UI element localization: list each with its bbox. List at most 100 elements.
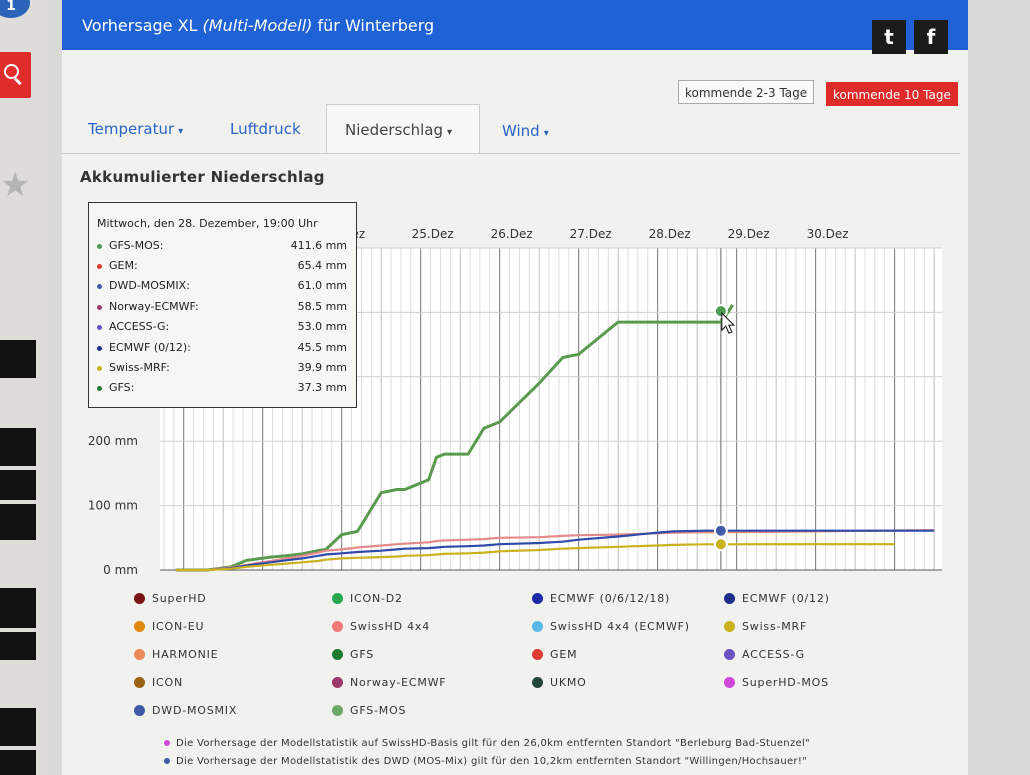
tab-label: Niederschlag <box>345 121 443 139</box>
legend-dot <box>724 677 735 688</box>
series-dot <box>97 324 102 330</box>
rail-block <box>0 470 36 500</box>
series-dot <box>97 365 102 371</box>
x-tick-label: 27.Dez <box>570 227 612 241</box>
legend-dot <box>532 621 543 632</box>
legend-dot <box>332 705 343 716</box>
series-line-dwd-mosmix <box>175 529 935 572</box>
tooltip-row-name: ACCESS-G: <box>109 320 170 333</box>
range-short-button[interactable]: kommende 2-3 Tage <box>678 80 815 104</box>
tooltip-row: Norway-ECMWF: 58.5 mm <box>97 300 347 318</box>
footnote: Die Vorhersage der Modellstatistik des D… <box>164 756 807 767</box>
search-button[interactable] <box>0 52 31 98</box>
tooltip-row-value: 65.4 mm <box>297 259 347 272</box>
footnote-dot <box>164 740 170 746</box>
left-rail: 1 ★ <box>0 0 48 775</box>
rail-block <box>0 428 36 466</box>
star-icon[interactable]: ★ <box>0 165 31 205</box>
y-tick-label: 100 mm <box>88 499 138 513</box>
legend-dot <box>724 649 735 660</box>
legend-label: ECMWF (0/6/12/18) <box>550 592 671 605</box>
legend-dot <box>332 677 343 688</box>
tooltip-row: Swiss-MRF: 39.9 mm <box>97 361 347 379</box>
legend-dot <box>134 649 145 660</box>
legend-label: UKMO <box>550 676 587 689</box>
search-icon <box>4 64 19 79</box>
twitter-share-button[interactable]: t <box>872 20 906 54</box>
series-dot <box>97 304 102 310</box>
tooltip-row: ECMWF (0/12): 45.5 mm <box>97 341 347 359</box>
legend-dot <box>134 621 145 632</box>
legend-label: SuperHD-MOS <box>742 676 829 689</box>
footnote-text: Die Vorhersage der Modellstatistik des D… <box>176 756 808 767</box>
legend-dot <box>332 649 343 660</box>
chart-title: Akkumulierter Niederschlag <box>80 168 325 186</box>
tooltip-row-name: GFS-MOS: <box>109 239 164 252</box>
x-tick-label: 28.Dez <box>649 227 691 241</box>
legend-dot <box>724 621 735 632</box>
hover-point-swiss-mrf <box>713 537 728 552</box>
tooltip-row-value: 45.5 mm <box>297 341 347 354</box>
legend-label: SwissHD 4x4 (ECMWF) <box>550 620 690 633</box>
mouse-cursor-icon <box>721 311 736 334</box>
title-model: (Multi-Modell) <box>202 16 313 35</box>
tabs-divider <box>62 153 960 154</box>
facebook-share-button[interactable]: f <box>914 20 948 54</box>
series-line-swiss-mrf <box>175 543 895 572</box>
series-dot <box>97 243 102 249</box>
tooltip-row-name: ECMWF (0/12): <box>109 341 191 354</box>
footnote: Die Vorhersage der Modellstatistik auf S… <box>164 738 810 749</box>
header-bar: Vorhersage XL (Multi-Modell) für Winterb… <box>62 0 968 50</box>
tooltip-row: GFS: 37.3 mm <box>97 381 347 399</box>
tooltip-row-name: Norway-ECMWF: <box>109 300 199 313</box>
tooltip-row-value: 37.3 mm <box>297 381 347 394</box>
legend-dot <box>724 593 735 604</box>
tooltip-row-value: 39.9 mm <box>297 361 347 374</box>
legend-dot <box>332 621 343 632</box>
legend-dot <box>134 705 145 716</box>
legend-label: SuperHD <box>152 592 207 605</box>
legend-label: ICON-D2 <box>350 592 403 605</box>
x-tick-label: 30.Dez <box>807 227 849 241</box>
title-main: Vorhersage XL <box>82 16 198 35</box>
legend-label: ECMWF (0/12) <box>742 592 830 605</box>
legend-label: GFS <box>350 648 375 661</box>
page-title: Vorhersage XL (Multi-Modell) für Winterb… <box>82 16 434 35</box>
series-line-gfs-mos <box>175 304 734 572</box>
tooltip-row: DWD-MOSMIX: 61.0 mm <box>97 279 347 297</box>
tooltip-row: ACCESS-G: 53.0 mm <box>97 320 347 338</box>
legend-dot <box>532 649 543 660</box>
twitter-icon: t <box>884 25 894 49</box>
tab-temperatur[interactable]: Temperatur ▾ <box>88 104 183 154</box>
tooltip-row-value: 411.6 mm <box>290 239 347 252</box>
tab-label: Wind <box>502 122 540 140</box>
rail-block <box>0 632 36 660</box>
tab-niederschlag[interactable]: Niederschlag ▾ <box>326 104 480 154</box>
series-dot <box>97 345 102 351</box>
legend-dot <box>532 593 543 604</box>
tab-luftdruck[interactable]: Luftdruck <box>230 104 301 154</box>
rail-block <box>0 750 36 775</box>
legend-dot <box>332 593 343 604</box>
y-tick-label: 0 mm <box>103 563 138 577</box>
tooltip-row-value: 58.5 mm <box>297 300 347 313</box>
tooltip-row: GFS-MOS: 411.6 mm <box>97 239 347 257</box>
tooltip-row-name: Swiss-MRF: <box>109 361 170 374</box>
tooltip-row-name: GFS: <box>109 381 135 394</box>
tab-wind[interactable]: Wind ▾ <box>502 106 549 156</box>
legend-dot <box>134 593 145 604</box>
series-dot <box>97 263 102 269</box>
title-place: für Winterberg <box>317 16 435 35</box>
x-tick-label: 29.Dez <box>728 227 770 241</box>
tooltip-row-name: DWD-MOSMIX: <box>109 279 190 292</box>
tooltip-row-name: GEM: <box>109 259 138 272</box>
tab-label: Temperatur <box>88 120 175 138</box>
notification-badge[interactable]: 1 <box>0 0 30 18</box>
chevron-down-icon: ▾ <box>543 128 549 139</box>
legend-dot <box>532 677 543 688</box>
range-long-button[interactable]: kommende 10 Tage <box>826 82 958 106</box>
legend-label: Norway-ECMWF <box>350 676 447 689</box>
chevron-down-icon: ▾ <box>178 126 184 137</box>
legend-label: DWD-MOSMIX <box>152 704 238 717</box>
chevron-down-icon: ▾ <box>446 127 453 138</box>
